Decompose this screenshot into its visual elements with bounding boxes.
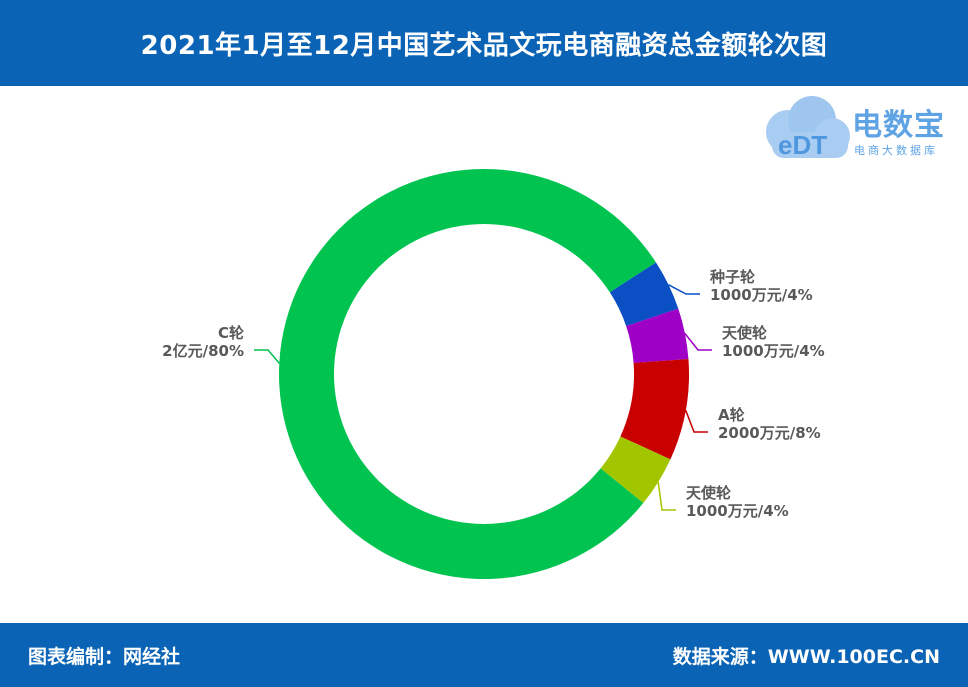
donut-slice [600,436,671,504]
slice-value-label: 2000万元/8% [718,424,821,442]
donut-slice [626,308,689,364]
footer-source: 数据来源：WWW.100EC.CN [672,646,940,668]
slice-value-label: 1000万元/4% [722,342,825,360]
logo-mark: eDT [778,130,827,160]
logo-subtitle: 电商大数据库 [854,144,938,157]
chart-title: 2021年1月至12月中国艺术品文玩电商融资总金额轮次图 [140,30,828,61]
cloud-logo-icon: eDT [766,96,850,160]
slice-name-label: C轮 [218,324,244,342]
footer-bar: 图表编制：网经社 数据来源：WWW.100EC.CN [0,623,968,687]
slice-name-label: A轮 [718,406,745,424]
slice-value-label: 1000万元/4% [686,502,789,520]
slice-value-label: 2亿元/80% [162,342,244,360]
donut-slice [620,358,689,460]
chart-title-bar: 2021年1月至12月中国艺术品文玩电商融资总金额轮次图 [0,0,968,86]
leader-line [685,410,708,433]
leader-line [684,333,712,351]
slice-name-label: 天使轮 [686,484,731,502]
donut-slice [609,262,679,327]
donut-chart: 种子轮1000万元/4%天使轮1000万元/4%A轮2000万元/8%天使轮10… [162,169,825,580]
donut-slice [278,169,656,580]
slice-name-label: 天使轮 [722,324,767,342]
logo-brand: 电数宝 [852,108,945,143]
leader-line [668,284,700,295]
slice-value-label: 1000万元/4% [710,286,813,304]
leader-line [254,349,280,364]
slice-name-label: 种子轮 [709,268,755,286]
leader-line [657,481,676,511]
footer-credit: 图表编制：网经社 [28,646,181,668]
edt-logo: eDT 电数宝 电商大数据库 [758,90,958,170]
